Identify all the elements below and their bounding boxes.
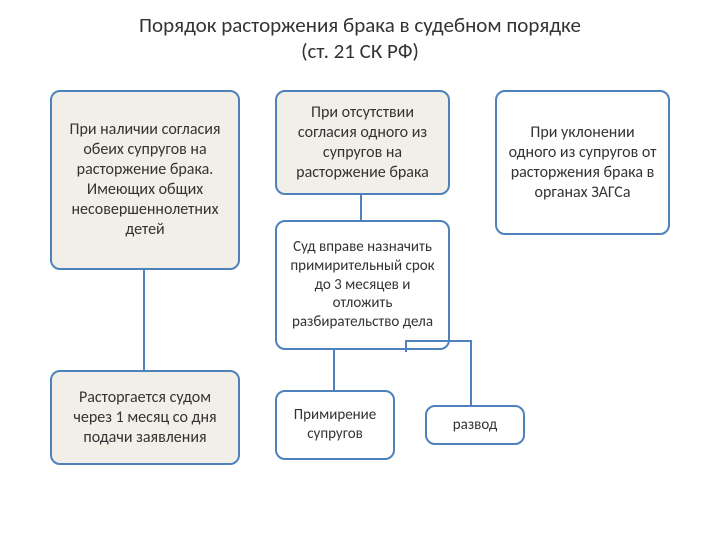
node-col2_mid: Суд вправе назначить примирительный срок… (275, 220, 450, 350)
node-col2_bot_right: развод (425, 405, 525, 445)
connector-1 (360, 195, 362, 220)
node-col3_top: При уклонении одного из супругов от раст… (495, 90, 670, 235)
title-line1: Порядок расторжения брака в судебном пор… (139, 12, 581, 38)
connector-5 (405, 340, 407, 352)
title-line2: (ст. 21 СК РФ) (301, 38, 419, 64)
diagram-title: Порядок расторжения брака в судебном пор… (0, 12, 720, 65)
node-col1_bot: Расторгается судом через 1 месяц со дня … (50, 370, 240, 465)
connector-2 (333, 350, 335, 390)
connector-4 (405, 340, 472, 342)
node-col2_bot_left: Примирение супругов (275, 390, 395, 460)
node-col2_top: При отсутствии согласия одного из супруг… (275, 90, 450, 195)
connector-0 (143, 270, 145, 370)
connector-3 (470, 340, 472, 405)
node-col1_top: При наличии согласия обеих супругов на р… (50, 90, 240, 270)
